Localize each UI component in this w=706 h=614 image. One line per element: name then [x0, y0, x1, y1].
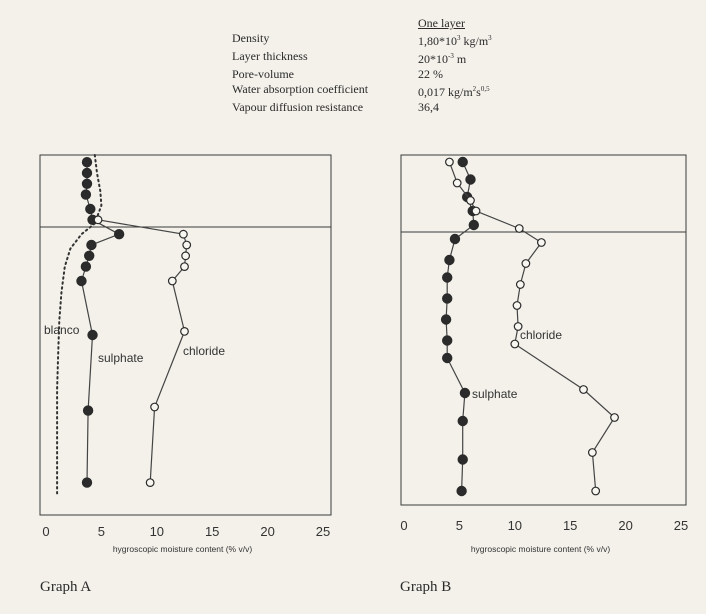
sulphate-point: [444, 254, 455, 266]
chloride-point: [145, 478, 155, 488]
sulphate-point: [80, 189, 92, 200]
x-tick-label: 0: [42, 524, 49, 539]
sulphate-point: [81, 178, 93, 189]
chloride-label: chloride: [520, 328, 562, 342]
property-label: Layer thickness: [232, 49, 308, 63]
material-properties: One layer Density 1,80*103 kg/m3 Layer thi…: [232, 16, 492, 115]
chloride-point: [471, 206, 481, 216]
x-tick-label: 20: [618, 518, 632, 533]
chloride-point: [591, 486, 601, 496]
sulphate-point: [442, 293, 453, 304]
chloride-point: [610, 413, 619, 422]
x-tick-label: 10: [150, 524, 164, 539]
graph-b-caption: Graph B: [400, 579, 452, 595]
property-row: Vapour diffusion resistance 36,4: [232, 100, 492, 115]
property-row: Water absorption coefficient 0,017 kg/m2s…: [232, 82, 492, 100]
sulphate-point: [457, 454, 468, 465]
sulphate-point: [440, 314, 452, 325]
chloride-point: [466, 196, 475, 205]
sulphate-label: sulphate: [472, 387, 518, 401]
sulphate-point: [465, 174, 476, 185]
property-label: Pore-volume: [232, 67, 294, 81]
sulphate-point: [442, 335, 453, 346]
chloride-point: [587, 448, 597, 457]
chloride-point: [180, 327, 189, 336]
sulphate-point: [442, 352, 453, 364]
chloride-point: [167, 276, 177, 286]
property-value: 22 %: [418, 67, 443, 81]
graph-b: chloride sulphate 0 5 10 15 20 25 hygroscopic mo…: [400, 154, 688, 554]
properties-rows: Density 1,80*103 kg/m3 Layer thickness 20*1…: [232, 31, 492, 115]
x-tick-label: 15: [205, 524, 219, 539]
graph-a-caption: Graph A: [40, 579, 92, 595]
property-value: 1,80*103 kg/m3: [418, 34, 492, 48]
chloride-point: [515, 280, 525, 289]
sulphate-point: [459, 387, 471, 399]
x-tick-label: 25: [316, 524, 330, 539]
x-tick-label: 15: [563, 518, 577, 533]
sulphate-point: [85, 203, 96, 215]
sulphate-point: [87, 329, 98, 341]
chloride-point: [178, 229, 188, 239]
sulphate-point: [113, 228, 125, 240]
properties-header: One layer: [418, 16, 465, 30]
property-value: 20*10-3 m: [418, 52, 467, 66]
chloride-point: [513, 322, 523, 331]
blanco-line: [56, 154, 103, 495]
sulphate-point: [81, 167, 93, 179]
plot-frame: [400, 154, 687, 506]
property-row: Density 1,80*103 kg/m3: [232, 31, 492, 49]
x-axis-label: hygroscopic moisture content (% v/v): [471, 544, 611, 554]
sulphate-point: [86, 239, 97, 251]
chloride-point: [93, 215, 103, 225]
sulphate-point: [81, 156, 93, 168]
property-label: Vapour diffusion resistance: [232, 100, 364, 114]
x-tick-label: 5: [98, 524, 105, 539]
x-tick-label: 0: [400, 518, 407, 533]
chloride-point: [579, 385, 588, 394]
sulphate-point: [449, 233, 461, 245]
chloride-point: [182, 240, 192, 250]
chloride-point: [514, 224, 524, 233]
chloride-point: [181, 251, 191, 261]
chloride-point: [180, 262, 189, 272]
x-tick-label: 25: [674, 518, 688, 533]
x-tick-label: 10: [508, 518, 522, 533]
sulphate-point: [82, 405, 94, 416]
property-label: Density: [232, 31, 270, 45]
property-value: 0,017 kg/m2s0,5: [418, 85, 490, 99]
property-row: Pore-volume 22 %: [232, 67, 492, 82]
sulphate-point: [81, 477, 93, 488]
sulphate-point: [442, 272, 453, 283]
sulphate-point: [456, 485, 467, 497]
chloride-point: [510, 339, 520, 349]
x-tick-label: 5: [456, 518, 463, 533]
sulphate-point: [76, 275, 87, 287]
sulphate-point: [468, 219, 480, 231]
property-label: Water absorption coefficient: [232, 82, 369, 96]
chloride-point: [536, 238, 546, 247]
chloride-point: [452, 178, 462, 188]
plot-frame: [39, 154, 332, 516]
chloride-point: [512, 301, 522, 310]
x-tick-label: 20: [260, 524, 274, 539]
chloride-point: [150, 402, 159, 412]
sulphate-point: [80, 261, 92, 272]
sulphate-point: [457, 415, 468, 427]
property-row: Layer thickness 20*10-3 m: [232, 49, 492, 67]
graph-a: blanco sulphate chloride 0 5 10 15 20 25 hygrosco…: [39, 154, 332, 554]
x-axis-label: hygroscopic moisture content (% v/v): [113, 544, 253, 554]
chloride-point: [445, 157, 454, 167]
chloride-label: chloride: [183, 344, 225, 358]
blanco-label: blanco: [44, 323, 80, 337]
property-value: 36,4: [418, 100, 439, 114]
chloride-point: [521, 259, 531, 268]
sulphate-point: [84, 250, 95, 261]
sulphate-point: [457, 156, 468, 168]
sulphate-label: sulphate: [98, 351, 144, 365]
